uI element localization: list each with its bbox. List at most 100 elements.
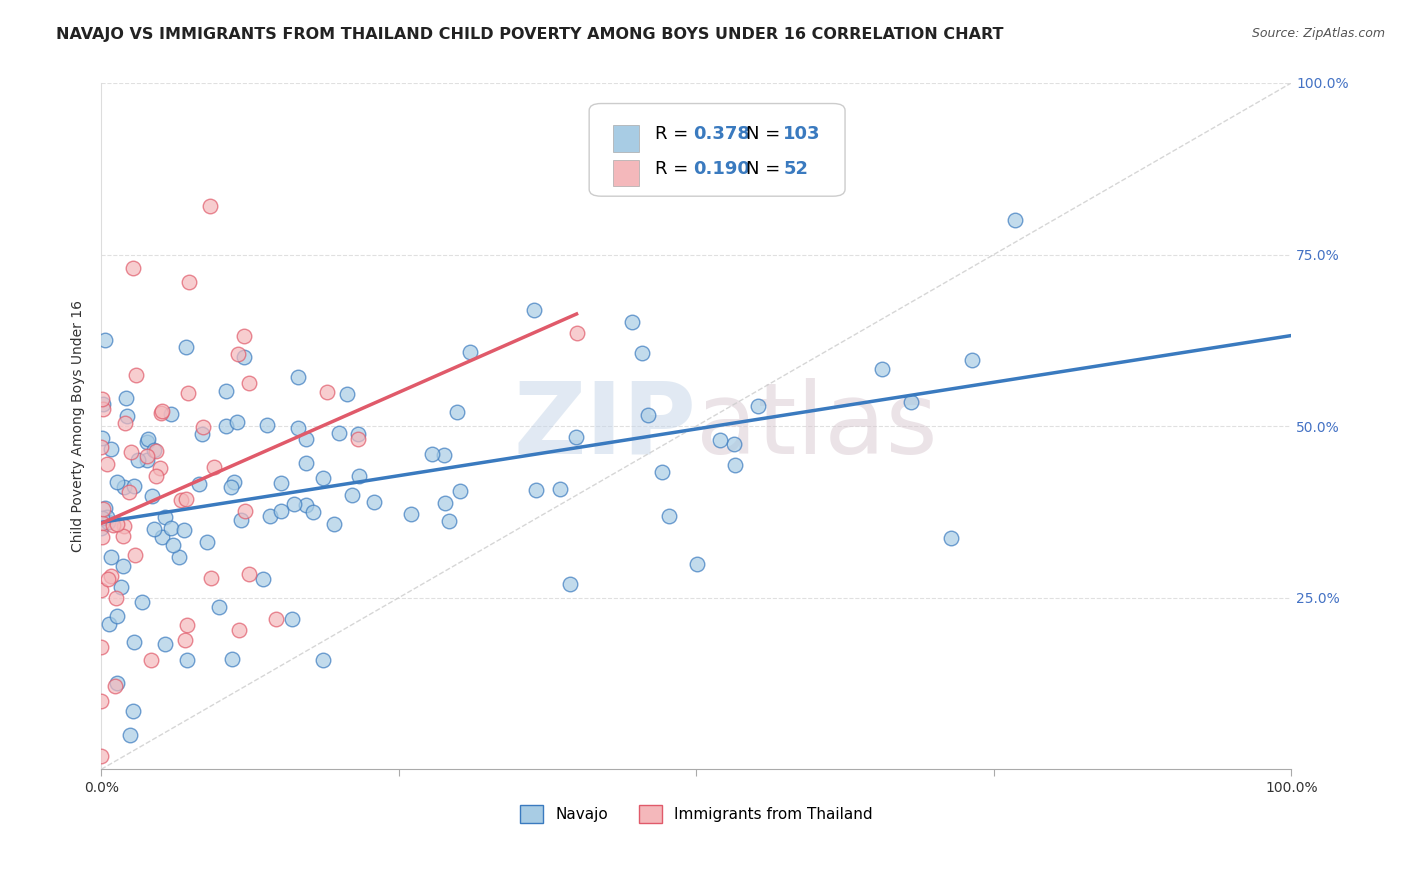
Point [363, 495, 385, 509]
Point [143, 443, 166, 458]
Point [283, 497, 305, 511]
Point [145, 443, 167, 458]
Point [723, 436, 745, 450]
Point [962, 353, 984, 368]
Point [98, 616, 121, 631]
FancyBboxPatch shape [589, 103, 845, 196]
Point [433, 448, 456, 462]
Text: Source: ZipAtlas.com: Source: ZipAtlas.com [1251, 27, 1385, 40]
Point [686, 557, 709, 571]
Point [91, 397, 114, 411]
Point [446, 405, 468, 419]
Text: 52: 52 [783, 160, 808, 178]
Point [215, 384, 238, 399]
Point [96, 510, 118, 524]
Point [90, 748, 112, 763]
Point [747, 399, 769, 413]
Point [177, 276, 200, 290]
Point [94, 333, 117, 347]
Point [91, 511, 114, 525]
Point [90, 431, 112, 445]
Point [94, 501, 117, 516]
Point [231, 513, 253, 527]
Text: NAVAJO VS IMMIGRANTS FROM THAILAND CHILD POVERTY AMONG BOYS UNDER 16 CORRELATION: NAVAJO VS IMMIGRANTS FROM THAILAND CHILD… [56, 27, 1004, 42]
Point [150, 530, 173, 544]
Point [311, 653, 333, 667]
Point [176, 618, 198, 632]
Point [105, 609, 128, 624]
Point [121, 704, 143, 718]
Point [136, 432, 159, 446]
Point [90, 694, 112, 708]
Point [449, 484, 471, 499]
Y-axis label: Child Poverty Among Boys Under 16: Child Poverty Among Boys Under 16 [72, 300, 86, 552]
Point [1004, 213, 1026, 227]
Point [191, 427, 214, 442]
Text: N =: N = [747, 160, 786, 178]
Point [174, 340, 197, 354]
Point [115, 391, 138, 405]
Point [124, 368, 146, 383]
Point [188, 476, 211, 491]
Point [101, 518, 124, 533]
Bar [613, 160, 640, 186]
Point [96, 457, 118, 471]
Point [215, 419, 238, 434]
Text: R =: R = [655, 126, 693, 144]
Point [900, 395, 922, 409]
Point [105, 676, 128, 690]
Point [120, 728, 142, 742]
Point [104, 679, 127, 693]
Point [294, 499, 316, 513]
Point [162, 538, 184, 552]
Text: 0.190: 0.190 [693, 160, 749, 178]
Point [872, 361, 894, 376]
Point [301, 505, 323, 519]
Point [939, 532, 962, 546]
Point [228, 623, 250, 637]
Text: ZIP: ZIP [513, 377, 696, 475]
Point [111, 558, 134, 573]
Point [91, 392, 114, 406]
Point [336, 386, 359, 401]
Point [160, 408, 183, 422]
Point [136, 453, 159, 467]
Point [631, 346, 654, 360]
Point [399, 508, 422, 522]
Point [281, 612, 304, 626]
Point [141, 489, 163, 503]
Point [97, 572, 120, 586]
Point [174, 492, 197, 507]
Point [127, 452, 149, 467]
Point [176, 653, 198, 667]
Text: R =: R = [655, 160, 693, 178]
Point [558, 577, 581, 591]
Point [198, 199, 221, 213]
Point [287, 421, 309, 435]
Point [437, 514, 460, 528]
Point [131, 595, 153, 609]
Point [346, 433, 368, 447]
Point [228, 347, 250, 361]
Point [233, 504, 256, 518]
Bar [613, 126, 640, 152]
Point [91, 401, 114, 416]
Point [222, 475, 245, 489]
Point [136, 450, 159, 464]
Point [256, 417, 278, 432]
Point [621, 315, 644, 329]
Text: 0.378: 0.378 [693, 126, 749, 144]
Point [208, 600, 231, 615]
Point [270, 476, 292, 491]
Point [174, 632, 197, 647]
Point [114, 416, 136, 430]
Point [295, 432, 318, 446]
Point [90, 582, 112, 597]
Point [145, 468, 167, 483]
Point [233, 351, 256, 365]
Point [111, 529, 134, 543]
Point [177, 385, 200, 400]
Point [170, 493, 193, 508]
Point [124, 634, 146, 648]
Point [100, 442, 122, 456]
